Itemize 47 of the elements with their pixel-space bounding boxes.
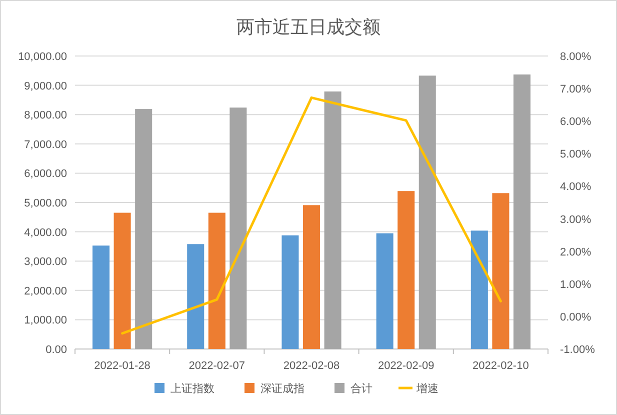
bar <box>92 246 110 349</box>
y2-tick-label: 6.00% <box>560 116 592 128</box>
y2-tick-label: 8.00% <box>560 51 592 63</box>
y2-tick-label: 1.00% <box>560 278 592 291</box>
legend-label: 深证成指 <box>260 382 304 395</box>
x-tick-label: 2022-02-09 <box>378 360 434 372</box>
bar <box>418 76 436 349</box>
y2-tick-label: 3.00% <box>560 214 592 226</box>
y-tick-label: 10,000.00 <box>18 51 67 63</box>
bar <box>376 233 394 349</box>
y-tick-label: 5,000.00 <box>24 198 67 210</box>
y2-tick-label: 5.00% <box>560 148 592 161</box>
line-series <box>121 96 502 335</box>
y-tick-label: 4,000.00 <box>24 226 67 239</box>
bar <box>135 109 152 349</box>
bar <box>302 205 320 349</box>
y-tick-label: 1,000.00 <box>24 314 67 327</box>
x-tick-label: 2022-02-08 <box>283 360 340 372</box>
bar <box>513 74 530 349</box>
bar <box>230 108 247 349</box>
chart-title: 两市近五日成交额 <box>236 17 380 37</box>
bar <box>324 91 342 349</box>
y2-tick-label: 7.00% <box>560 84 592 96</box>
y-tick-label: 2,000.00 <box>24 285 67 298</box>
y-tick-label: 8,000.00 <box>24 110 67 122</box>
bar <box>492 193 510 349</box>
y2-tick-label: 0.00% <box>560 311 592 324</box>
y-tick-label: 0.00 <box>46 344 67 356</box>
bar <box>398 191 415 349</box>
legend-label: 合计 <box>350 382 372 395</box>
bar <box>114 212 131 349</box>
x-tick-label: 2022-02-10 <box>472 360 529 372</box>
bar <box>470 230 488 349</box>
y-tick-label: 9,000.00 <box>24 80 67 92</box>
x-tick-label: 2022-02-07 <box>188 360 246 372</box>
x-tick-label: 2022-01-28 <box>94 360 150 372</box>
bar <box>282 235 299 349</box>
y-tick-label: 6,000.00 <box>24 168 67 180</box>
y-tick-label: 7,000.00 <box>24 138 67 151</box>
bar <box>208 212 226 349</box>
legend-label: 增速 <box>416 382 438 395</box>
legend-label: 上证指数 <box>170 382 214 395</box>
y-tick-label: 3,000.00 <box>24 256 67 268</box>
y2-tick-label: 2.00% <box>560 246 592 258</box>
bar <box>187 244 204 349</box>
y2-tick-label: -1.00% <box>560 344 596 356</box>
y2-tick-label: 4.00% <box>560 181 592 194</box>
